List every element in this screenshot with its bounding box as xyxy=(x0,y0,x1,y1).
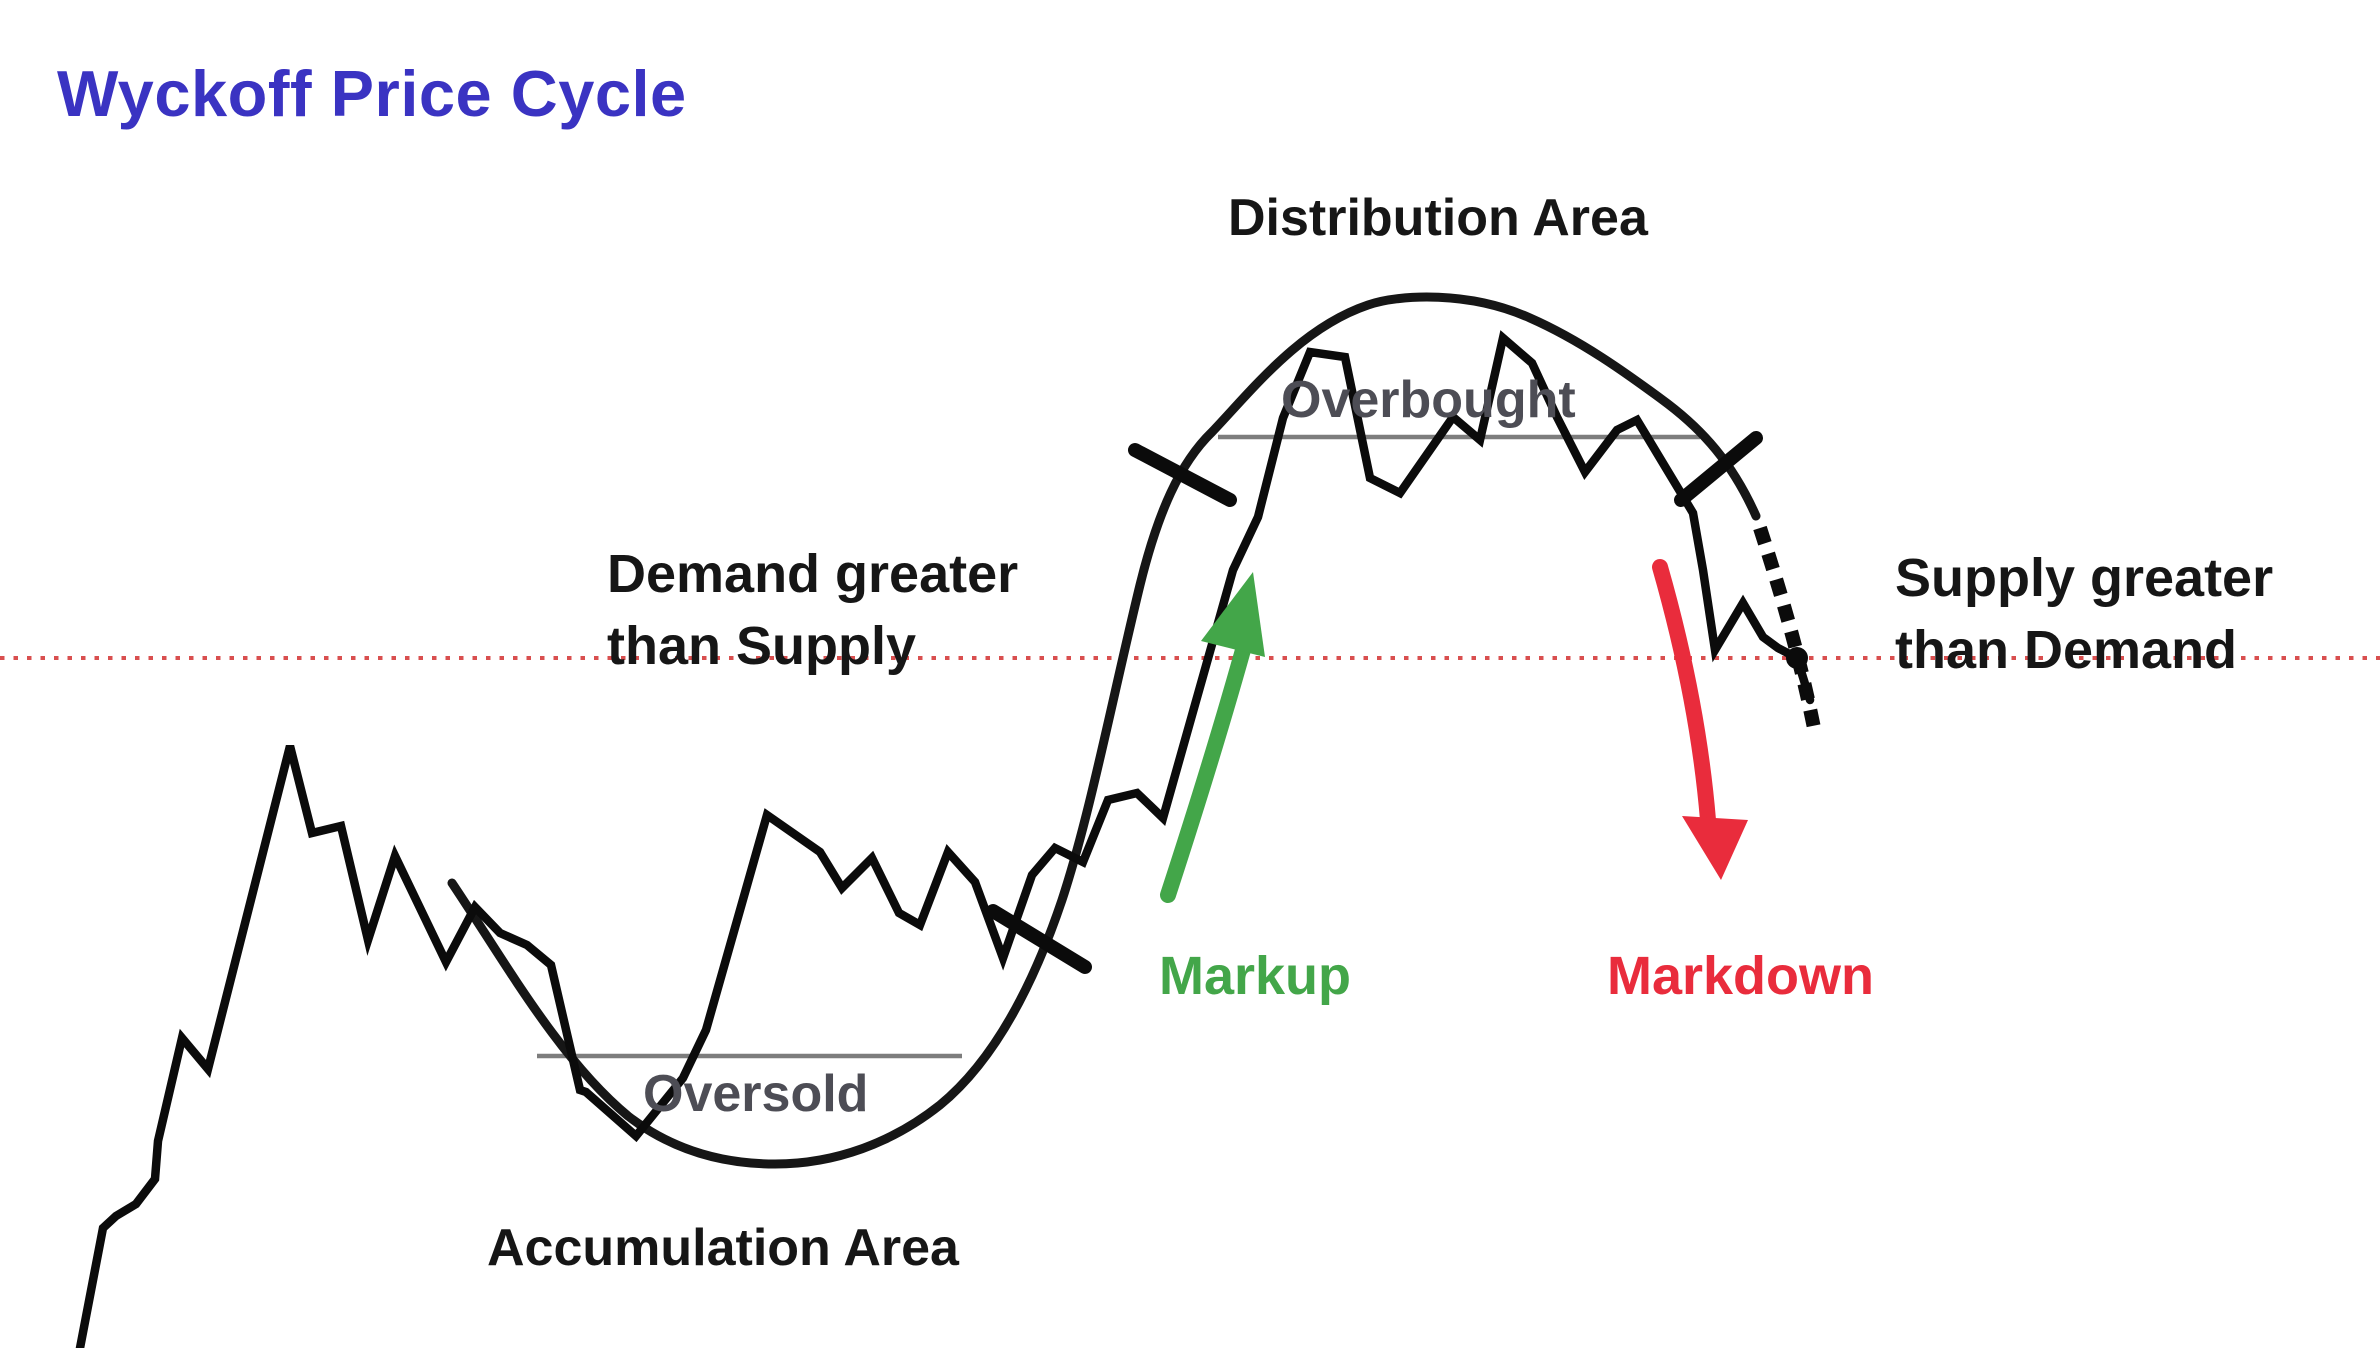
demand-greater-line2: than Supply xyxy=(607,616,916,676)
demand-greater-label: Demand greater than Supply xyxy=(607,538,1018,682)
markdown-arrow-shaft xyxy=(1652,559,1716,828)
oversold-label: Oversold xyxy=(643,1065,869,1123)
markup-arrow-shaft xyxy=(1160,624,1256,903)
price-line xyxy=(75,330,1815,1348)
markdown-arrow-head-icon xyxy=(1682,816,1748,880)
supply-greater-line2: than Demand xyxy=(1895,620,2238,680)
chart-title: Wyckoff Price Cycle xyxy=(57,57,687,130)
cycle-curve xyxy=(447,292,1761,1169)
markup-arrow-head-icon xyxy=(1201,572,1265,657)
overbought-label: Overbought xyxy=(1281,371,1576,429)
markdown-phase-label: Markdown xyxy=(1607,946,1875,1006)
accumulation-area-label: Accumulation Area xyxy=(487,1219,959,1277)
supply-greater-label: Supply greater than Demand xyxy=(1895,542,2273,686)
demand-greater-line1: Demand greater xyxy=(607,544,1019,604)
supply-greater-line1: Supply greater xyxy=(1895,548,2274,608)
distribution-area-label: Distribution Area xyxy=(1228,189,1648,247)
markup-phase-label: Markup xyxy=(1159,946,1352,1006)
phase-boundary-tick-accumulation xyxy=(986,904,1092,974)
price-end-dot xyxy=(1786,647,1808,669)
phase-boundary-tick-markup xyxy=(1128,443,1237,507)
phase-boundary-tick-markdown xyxy=(1674,431,1763,507)
